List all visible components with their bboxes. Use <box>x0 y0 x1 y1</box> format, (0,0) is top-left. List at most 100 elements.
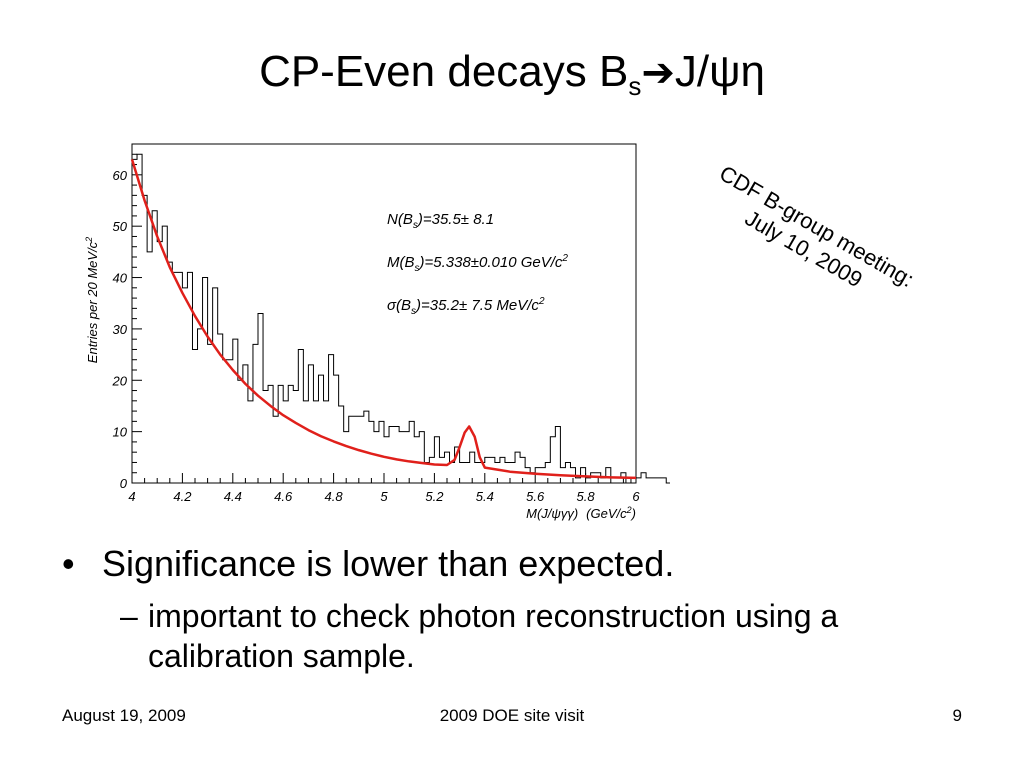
histogram-bin <box>646 478 651 483</box>
y-tick-label: 30 <box>113 322 128 337</box>
histogram-bin <box>641 473 646 483</box>
histogram-bin <box>565 462 570 483</box>
subbullet-dash: – <box>120 598 138 634</box>
fit-stat-line: N(Bs)=35.5± 8.1 <box>387 211 494 231</box>
histogram-bin <box>429 457 434 483</box>
histogram-bin <box>475 462 480 483</box>
histogram-bin <box>606 468 611 483</box>
histogram-bin <box>278 385 283 483</box>
histogram-bin <box>177 272 182 483</box>
histogram-bin <box>147 252 152 483</box>
histogram-bin <box>157 242 162 483</box>
histogram-bin <box>198 329 203 483</box>
histogram-bin <box>248 401 253 483</box>
x-tick-label: 5.8 <box>577 489 596 504</box>
y-tick-label: 60 <box>113 168 128 183</box>
histogram-bin <box>651 478 656 483</box>
histogram-bin <box>404 432 409 483</box>
histogram-bin <box>636 478 641 483</box>
histogram-bin <box>399 432 404 483</box>
fit-series <box>130 159 637 480</box>
histogram-bin <box>334 375 339 483</box>
histogram-bin <box>203 278 208 483</box>
y-tick-label: 20 <box>112 373 128 388</box>
histogram-bin <box>233 339 238 483</box>
histogram-bin <box>656 478 661 483</box>
y-tick-label: 0 <box>120 476 128 491</box>
fit-stat-line: M(Bs)=5.338±0.010 GeV/c2 <box>387 253 568 274</box>
subbullet-text: important to check photon reconstruction… <box>148 598 839 674</box>
histogram-bin <box>308 365 313 483</box>
histogram-bin <box>223 360 228 483</box>
fit-stats-box: N(Bs)=35.5± 8.1 M(Bs)=5.338±0.010 GeV/c2 σ… <box>387 211 568 317</box>
histogram-bin <box>525 468 530 483</box>
x-axis-label: M(J/ψγγ) (GeV/c2) <box>526 505 636 521</box>
histogram-bin <box>379 421 384 483</box>
histogram-bin <box>228 360 233 483</box>
histogram-bin <box>152 211 157 483</box>
histogram-bin <box>586 478 591 483</box>
y-tick-label: 50 <box>113 219 128 234</box>
histogram-bin <box>329 355 334 483</box>
histogram-bin <box>213 288 218 483</box>
histogram-bin <box>238 380 243 483</box>
slide-footer: August 19, 2009 2009 DOE site visit 9 <box>0 706 1024 730</box>
histogram-bin <box>460 462 465 483</box>
mass-histogram-chart: 0 10 20 30 40 50 60 4 4.2 4.4 4.6 4.8 5 5.2 5.4 5.6 5.8… <box>84 143 670 521</box>
title-subscript: s <box>628 71 642 101</box>
histogram-bin <box>485 457 490 483</box>
x-tick-label: 4.2 <box>173 489 192 504</box>
x-tick-label: 6 <box>632 489 640 504</box>
title-suffix: J/ψη <box>674 47 765 96</box>
histogram-bin <box>182 288 187 483</box>
x-tick-label: 4.6 <box>274 489 293 504</box>
histogram-series <box>132 153 670 484</box>
histogram-bin <box>409 421 414 483</box>
right-arrow-icon: ➔ <box>641 51 675 95</box>
histogram-bin <box>283 401 288 483</box>
histogram-bin <box>419 432 424 483</box>
histogram-bin <box>424 462 429 483</box>
fit-stat-line: σ(Bs)=35.2± 7.5 MeV/c2 <box>387 296 545 317</box>
meeting-annotation: CDF B-group meeting: July 10, 2009 <box>684 150 935 325</box>
histogram-bin <box>374 432 379 483</box>
histogram-bin <box>142 195 147 483</box>
histogram-bin <box>576 478 581 483</box>
histogram-bin <box>162 226 167 483</box>
histogram-bin <box>439 457 444 483</box>
x-tick-label: 5 <box>380 489 388 504</box>
histogram-bin <box>344 432 349 483</box>
footer-date: August 19, 2009 <box>62 706 186 725</box>
x-tick-label: 4.8 <box>325 489 344 504</box>
x-tick-label: 5.2 <box>425 489 444 504</box>
histogram-bin <box>450 462 455 483</box>
histogram-bin <box>364 411 369 483</box>
histogram-bin <box>293 391 298 483</box>
footer-event: 2009 DOE site visit <box>439 706 585 725</box>
bullet-item: • Significance is lower than expected. <box>62 540 962 588</box>
histogram-bin <box>192 349 197 483</box>
x-tick-label: 5.4 <box>476 489 494 504</box>
histogram-bin <box>303 401 308 483</box>
histogram-bin <box>208 344 213 483</box>
slide-title: CP-Even decays Bs➔J/ψη <box>0 46 1024 99</box>
subbullet-item: – important to check photon reconstructio… <box>120 596 962 676</box>
histogram-bin <box>384 437 389 483</box>
footer-page-number: 9 <box>952 706 962 725</box>
y-axis: 0 10 20 30 40 50 60 <box>112 143 142 491</box>
histogram-bin <box>268 385 273 483</box>
histogram-bin <box>661 478 666 483</box>
histogram-bin <box>288 385 293 483</box>
histogram-bin <box>132 159 137 483</box>
y-axis-label: Entries per 20 MeV/c2 <box>84 237 100 363</box>
histogram-bin <box>349 416 354 483</box>
histogram-bin <box>389 427 394 484</box>
histogram-bin <box>313 401 318 483</box>
histogram-bin <box>172 272 177 483</box>
x-tick-label: 4.4 <box>224 489 242 504</box>
histogram-bin <box>414 437 419 483</box>
histogram-bin <box>465 462 470 483</box>
bullet-list: • Significance is lower than expected. – i… <box>62 540 962 676</box>
histogram-bin <box>434 437 439 483</box>
x-tick-label: 4 <box>128 489 135 504</box>
